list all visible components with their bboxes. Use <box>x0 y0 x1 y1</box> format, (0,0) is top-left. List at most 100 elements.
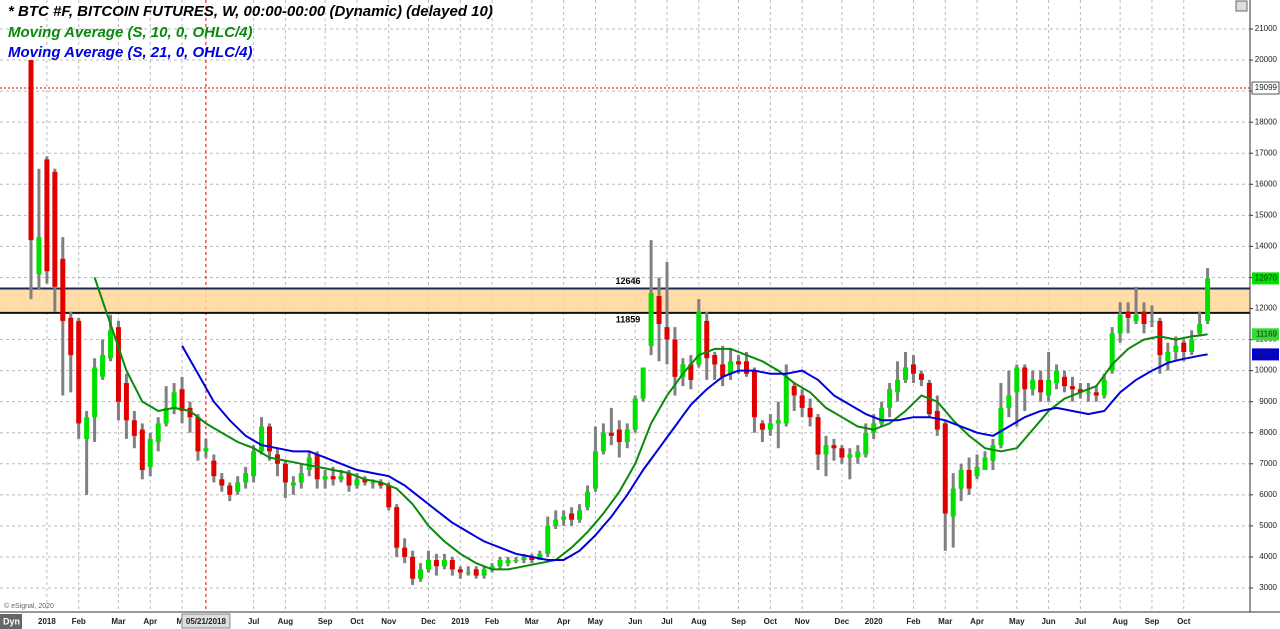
candle-body <box>823 445 829 455</box>
candle-body <box>108 330 113 359</box>
candle-body <box>1030 379 1036 390</box>
x-tick-label: Oct <box>764 617 778 626</box>
candle-body <box>76 320 82 424</box>
candle-body <box>656 296 662 325</box>
candle-body <box>545 525 551 554</box>
candle-body <box>481 569 487 576</box>
candle-body <box>879 407 885 424</box>
marker-label-box <box>181 613 231 629</box>
candle-body <box>426 560 431 570</box>
x-tick-label: Feb <box>906 617 920 626</box>
candle-body <box>744 361 749 374</box>
x-tick-label: Sep <box>318 617 333 626</box>
y-tick-label: 10000 <box>1255 366 1278 375</box>
candle-body <box>147 438 153 467</box>
marker-value-label: 19099 <box>1255 83 1278 92</box>
x-tick-label: 05/21/2018 <box>186 617 227 626</box>
candle-body <box>1069 386 1075 390</box>
x-tick-label: Mar <box>938 617 952 626</box>
candle-body <box>1157 320 1163 356</box>
x-tick-label: Sep <box>731 617 746 626</box>
candle-body <box>648 292 654 346</box>
x-tick-label: 2019 <box>451 617 469 626</box>
candle-body <box>903 367 908 380</box>
legend-entry: Moving Average (S, 10, 0, OHLC/4) <box>8 24 253 41</box>
y-tick-label: 21000 <box>1255 24 1278 33</box>
ma-value-box <box>1252 328 1279 341</box>
candle-body <box>473 569 479 576</box>
candle-body <box>974 466 980 477</box>
candle-body <box>322 476 328 480</box>
window-icon[interactable] <box>1235 0 1248 12</box>
candle-body <box>592 451 598 489</box>
candle-body <box>497 560 503 567</box>
candle-body <box>585 491 590 508</box>
candle-body <box>759 423 765 430</box>
candle-body <box>799 395 805 408</box>
x-tick-label: Jul <box>1075 617 1087 626</box>
candle-body <box>1022 367 1028 390</box>
candle-body <box>720 364 726 377</box>
x-tick-label: Mar <box>111 617 125 626</box>
y-tick-label: 6000 <box>1259 490 1277 499</box>
candle-body <box>569 513 575 520</box>
x-tick-label: Aug <box>1112 617 1128 626</box>
candle-body <box>139 429 145 470</box>
candle-body <box>839 448 845 458</box>
y-tick-label: 3000 <box>1259 583 1277 592</box>
x-tick-label: Jun <box>1041 617 1055 626</box>
x-tick-label: Apr <box>143 617 157 626</box>
candle-body <box>338 476 344 480</box>
candle-body <box>791 386 797 396</box>
candle-body <box>537 553 543 561</box>
last-price-label: 12970 <box>1255 273 1278 282</box>
x-tick-label: Nov <box>795 617 811 626</box>
candle-body <box>219 479 225 486</box>
candle-body <box>1062 376 1067 387</box>
candle-body <box>1181 342 1187 352</box>
y-tick-label: 15000 <box>1255 210 1278 219</box>
candle-body <box>505 560 511 564</box>
x-tick-label: Jul <box>248 617 260 626</box>
candle-body <box>521 556 527 561</box>
x-tick-label: Sep <box>1145 617 1160 626</box>
x-tick-label: Jun <box>628 617 642 626</box>
candle-body <box>855 451 861 458</box>
candle-body <box>982 457 988 470</box>
candle-body <box>44 159 50 272</box>
legend-entry: Moving Average (S, 21, 0, OHLC/4) <box>8 44 253 61</box>
candle-body <box>767 423 773 430</box>
candle-body <box>553 519 559 526</box>
candle-body <box>1141 311 1147 325</box>
candle-body <box>386 485 392 508</box>
candle-body <box>775 420 781 424</box>
y-tick-label: 16000 <box>1255 179 1278 188</box>
candle-body <box>433 560 439 567</box>
candle-body <box>783 376 789 424</box>
mode-label: Dyn <box>3 616 20 626</box>
candle-body <box>251 451 257 477</box>
candle-body <box>950 488 956 517</box>
x-tick-label: Jul <box>661 617 673 626</box>
candle-body <box>1093 392 1099 396</box>
candle-body <box>394 507 400 548</box>
candle-body <box>1085 392 1091 394</box>
candle-body <box>282 463 288 483</box>
candle-body <box>489 566 495 570</box>
candle-body <box>1197 324 1203 334</box>
candle-body <box>123 383 129 421</box>
candle-body <box>847 454 853 458</box>
candle-body <box>1109 333 1115 371</box>
candle-body <box>1038 379 1044 393</box>
candle-body <box>171 392 177 408</box>
x-tick-label: Nov <box>381 617 397 626</box>
mode-box[interactable] <box>0 614 22 629</box>
x-tick-label: Apr <box>557 617 571 626</box>
candle-body <box>1014 367 1020 393</box>
chart-title: * BTC #F, BITCOIN FUTURES, W, 00:00-00:0… <box>8 3 493 20</box>
candle-body <box>179 389 185 411</box>
ma-line <box>181 345 1208 561</box>
x-tick-label: Feb <box>485 617 499 626</box>
y-tick-label: 9000 <box>1259 397 1277 406</box>
